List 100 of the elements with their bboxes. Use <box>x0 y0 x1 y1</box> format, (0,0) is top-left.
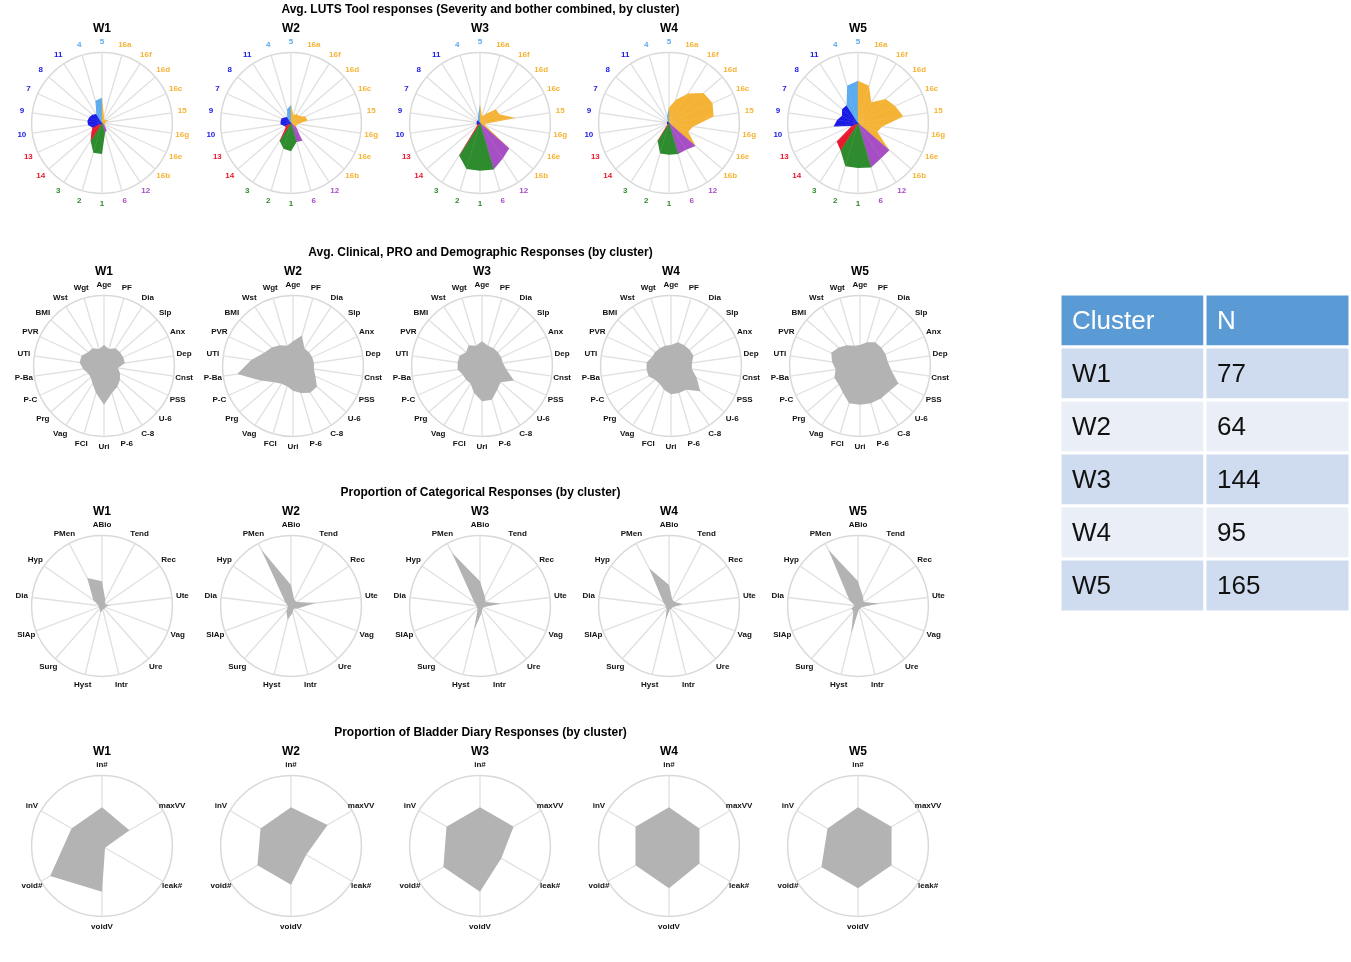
category-label: W3 <box>1072 463 1111 494</box>
chart-title: W1 <box>93 744 112 758</box>
chart-title: W3 <box>471 744 490 758</box>
spoke-label: Surg <box>417 661 436 671</box>
spoke-label: 16f <box>517 49 530 59</box>
spoke-label: PF <box>121 283 133 293</box>
spoke-label: 9 <box>397 106 403 116</box>
spoke-label: UTI <box>17 349 31 359</box>
spoke-label: 16b <box>912 171 927 181</box>
spoke-label: Vag <box>926 629 941 639</box>
spoke-label: Slp <box>725 307 739 317</box>
spoke-label: Prg <box>36 414 50 424</box>
spoke-label: 16a <box>685 40 700 50</box>
spoke-label: Intr <box>492 679 506 689</box>
spoke-label: Uri <box>665 441 677 451</box>
spoke-label: PVR <box>589 327 606 337</box>
spoke-label: PMen <box>620 529 643 539</box>
spoke-label: Ute <box>931 591 946 601</box>
spoke-label: 1 <box>855 198 861 208</box>
spoke-label: P-Ba <box>203 372 223 382</box>
spoke-label: Hyp <box>405 555 422 565</box>
spoke-label: 16a <box>118 40 133 50</box>
spoke-label: Dep <box>176 349 192 359</box>
spoke-label: Wgt <box>73 283 90 293</box>
spoke-label: C-8 <box>708 429 722 439</box>
spoke-label: 16a <box>496 40 511 50</box>
spoke-label: P-Ba <box>14 372 34 382</box>
category-label: W5 <box>1072 569 1111 600</box>
spoke-label: P-Ba <box>581 372 601 382</box>
spoke-label: Uri <box>98 441 110 451</box>
spoke-label: P-6 <box>309 438 323 448</box>
spoke-label: leak# <box>162 881 183 891</box>
spoke-label: 16c <box>735 84 750 94</box>
spoke-label: leak# <box>351 881 372 891</box>
spoke-label: Vag <box>620 429 635 439</box>
category-label: W4 <box>1072 516 1111 547</box>
spoke-label: maxVV <box>914 800 943 810</box>
spoke-label: Slp <box>914 307 928 317</box>
spoke-label: 12 <box>708 186 718 196</box>
spoke-label: FCI <box>452 438 466 448</box>
spoke-label: 14 <box>414 171 424 181</box>
spoke-label: Dia <box>582 591 596 601</box>
spoke-label: P-C <box>590 394 605 404</box>
spoke-label: Cnst <box>364 372 383 382</box>
spoke-label: maxVV <box>725 800 754 810</box>
spoke-label: voidV <box>91 921 114 931</box>
spoke-label: PMen <box>53 529 76 539</box>
spoke-label: 16c <box>546 84 561 94</box>
data-label: 165 <box>1217 569 1261 600</box>
spoke-label: 9 <box>208 106 214 116</box>
spoke-label: 16f <box>706 49 719 59</box>
spoke-label: 14 <box>36 171 46 181</box>
spoke-label: Ure <box>905 661 919 671</box>
spoke-label: 11 <box>621 49 630 59</box>
spoke-label: 5 <box>666 37 672 47</box>
spoke-label: Age <box>663 280 680 290</box>
spoke-label: voidV <box>658 921 681 931</box>
spoke-label: 16g <box>175 129 190 139</box>
spoke-label: 10 <box>584 129 594 139</box>
spoke-label: Anx <box>548 327 564 337</box>
spoke-label: PSS <box>358 394 376 404</box>
spoke-label: 7 <box>215 84 221 94</box>
spoke-label: BMI <box>791 307 807 317</box>
spoke-label: C-8 <box>330 429 344 439</box>
spoke-label: in# <box>96 760 109 770</box>
spoke-label: Prg <box>414 414 428 424</box>
spoke-label: Hyp <box>216 555 233 565</box>
spoke-label: Surg <box>39 661 58 671</box>
spoke-label: PVR <box>778 327 795 337</box>
spoke-label: leak# <box>918 881 939 891</box>
spoke-label: 3 <box>434 186 439 196</box>
spoke-label: PSS <box>925 394 943 404</box>
spoke-label: 16d <box>534 64 549 74</box>
spoke-label: BMI <box>35 307 51 317</box>
spoke-label: 5 <box>99 37 105 47</box>
spoke-label: Wst <box>808 292 824 302</box>
spoke-label: Dia <box>204 591 218 601</box>
spoke-label: Hyst <box>640 679 659 689</box>
spoke-label: Vag <box>242 429 257 439</box>
spoke-label: SIAp <box>395 629 414 639</box>
spoke-label: Uri <box>287 441 299 451</box>
spoke-label: Ure <box>338 661 352 671</box>
spoke-label: 2 <box>265 195 271 205</box>
spoke-label: Surg <box>228 661 247 671</box>
spoke-label: 12 <box>897 186 907 196</box>
spoke-label: Ute <box>553 591 568 601</box>
data-label: 64 <box>1217 410 1246 441</box>
spoke-label: 12 <box>141 186 151 196</box>
spoke-label: 15 <box>177 106 188 116</box>
spoke-label: Hyp <box>783 555 800 565</box>
spoke-label: 16b <box>156 171 171 181</box>
spoke-label: PF <box>688 283 700 293</box>
spoke-label: 4 <box>454 40 460 50</box>
spoke-label: Rec <box>350 555 366 565</box>
spoke-label: Hyp <box>27 555 44 565</box>
spoke-label: P-Ba <box>770 372 790 382</box>
spoke-label: Ute <box>364 591 379 601</box>
spoke-label: Hyp <box>594 555 611 565</box>
text: Proportion of Bladder Diary Responses (by cluster) <box>333 725 628 739</box>
spoke-label: Tend <box>697 529 716 539</box>
